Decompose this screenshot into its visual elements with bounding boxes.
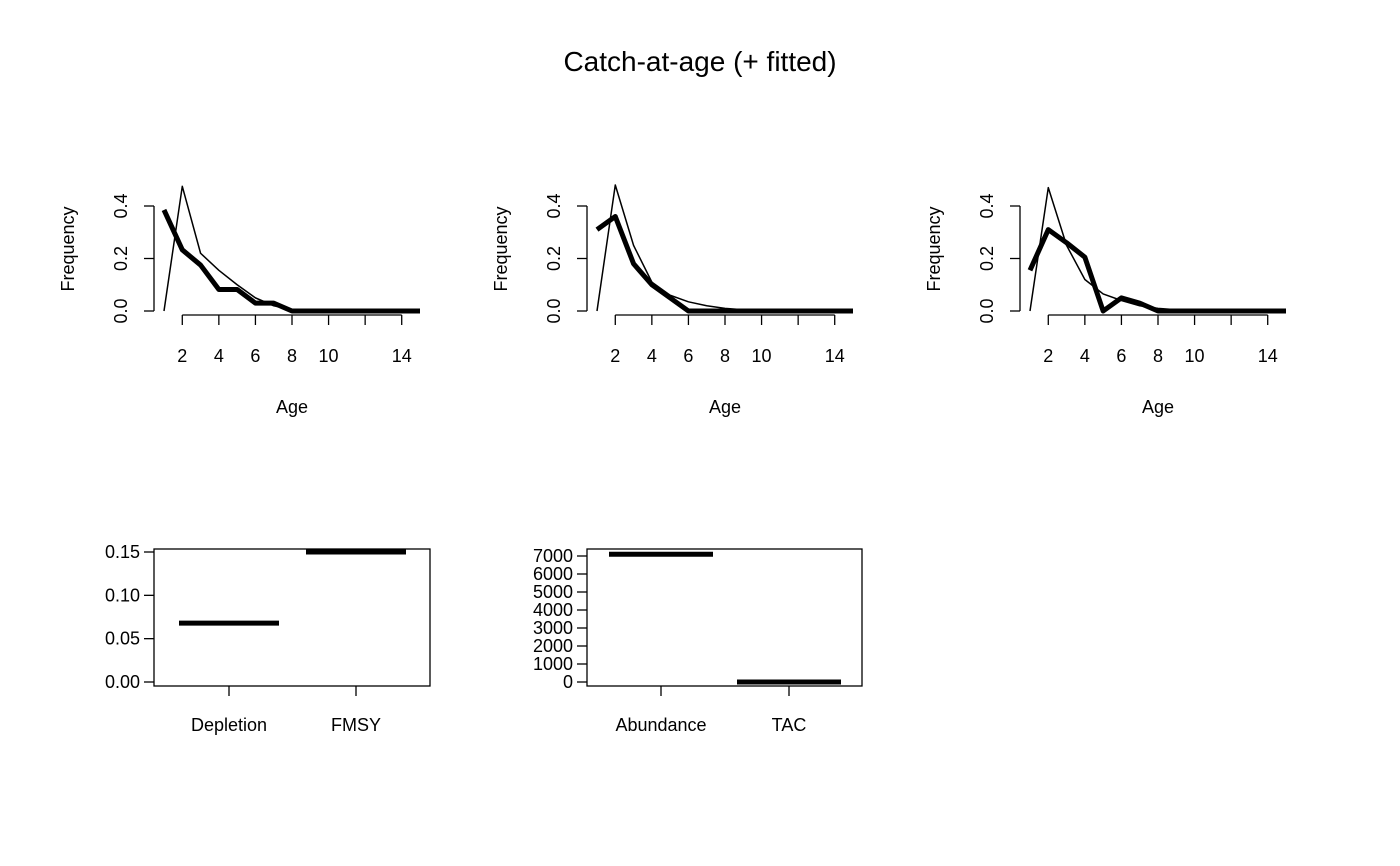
x-axis-title: Age (709, 397, 741, 417)
y-tick-label: 0.10 (105, 585, 140, 605)
age-panel-3: 2 4 6 8 10 14 Age 0.0 0.2 0.4 Frequency (924, 186, 1286, 417)
plot-box (586, 548, 863, 687)
y-tick-label: 5000 (533, 582, 573, 602)
x-tick-label: 8 (1153, 346, 1163, 366)
y-tick-label: 0.4 (544, 193, 564, 218)
y-tick-label: 0.05 (105, 629, 140, 649)
x-tick-label: 8 (287, 346, 297, 366)
x-axis-title: Age (1142, 397, 1174, 417)
x-tick-label: 10 (752, 346, 772, 366)
figure-title: Catch-at-age (+ fitted) (563, 46, 836, 77)
x-tick-label: 6 (250, 346, 260, 366)
observed-line (596, 184, 853, 312)
x-tick-label: 14 (825, 346, 845, 366)
y-tick-label: 0.0 (111, 298, 131, 323)
category-label: TAC (772, 715, 807, 735)
category-label: FMSY (331, 715, 381, 735)
age-panel-1: 2 4 6 8 10 14 Age 0.0 0.2 0.4 Frequency (58, 185, 420, 417)
y-tick-label: 0.2 (111, 246, 131, 271)
fitted-line (1027, 227, 1286, 314)
y-tick-label: 1000 (533, 654, 573, 674)
x-tick-label: 2 (1043, 346, 1053, 366)
y-tick-label: 4000 (533, 600, 573, 620)
x-tick-label: 4 (647, 346, 657, 366)
y-axis-title: Frequency (58, 206, 78, 291)
x-tick-label: 8 (720, 346, 730, 366)
x-axis-title: Age (276, 397, 308, 417)
category-label: Depletion (191, 715, 267, 735)
y-tick-label: 0.0 (544, 298, 564, 323)
y-tick-label: 2000 (533, 636, 573, 656)
y-tick-label: 0.2 (544, 246, 564, 271)
y-axis-title: Frequency (924, 206, 944, 291)
age-panel-2: 2 4 6 8 10 14 Age 0.0 0.2 0.4 Frequency (491, 184, 853, 417)
y-axis-title: Frequency (491, 206, 511, 291)
plot-box (153, 548, 431, 687)
fitted-line (595, 214, 853, 314)
y-tick-label: 6000 (533, 564, 573, 584)
y-tick-label: 7000 (533, 546, 573, 566)
category-label: Abundance (615, 715, 706, 735)
x-tick-label: 10 (319, 346, 339, 366)
y-tick-label: 3000 (533, 618, 573, 638)
x-tick-label: 14 (392, 346, 412, 366)
x-tick-label: 2 (610, 346, 620, 366)
x-tick-label: 2 (177, 346, 187, 366)
y-tick-label: 0.4 (977, 193, 997, 218)
observed-line (1029, 186, 1286, 312)
x-tick-label: 10 (1185, 346, 1205, 366)
fitted-line (161, 208, 420, 314)
y-tick-label: 0.15 (105, 542, 140, 562)
observed-line (163, 185, 420, 312)
x-tick-label: 4 (214, 346, 224, 366)
summary-panel-1: 0.00 0.05 0.10 0.15 Depletion FMSY (105, 542, 431, 735)
x-tick-label: 4 (1080, 346, 1090, 366)
y-tick-label: 0 (563, 672, 573, 692)
x-tick-label: 14 (1258, 346, 1278, 366)
x-tick-label: 6 (1116, 346, 1126, 366)
y-tick-label: 0.0 (977, 298, 997, 323)
y-tick-label: 0.4 (111, 193, 131, 218)
y-tick-label: 0.2 (977, 246, 997, 271)
y-tick-label: 0.00 (105, 672, 140, 692)
x-tick-label: 6 (683, 346, 693, 366)
